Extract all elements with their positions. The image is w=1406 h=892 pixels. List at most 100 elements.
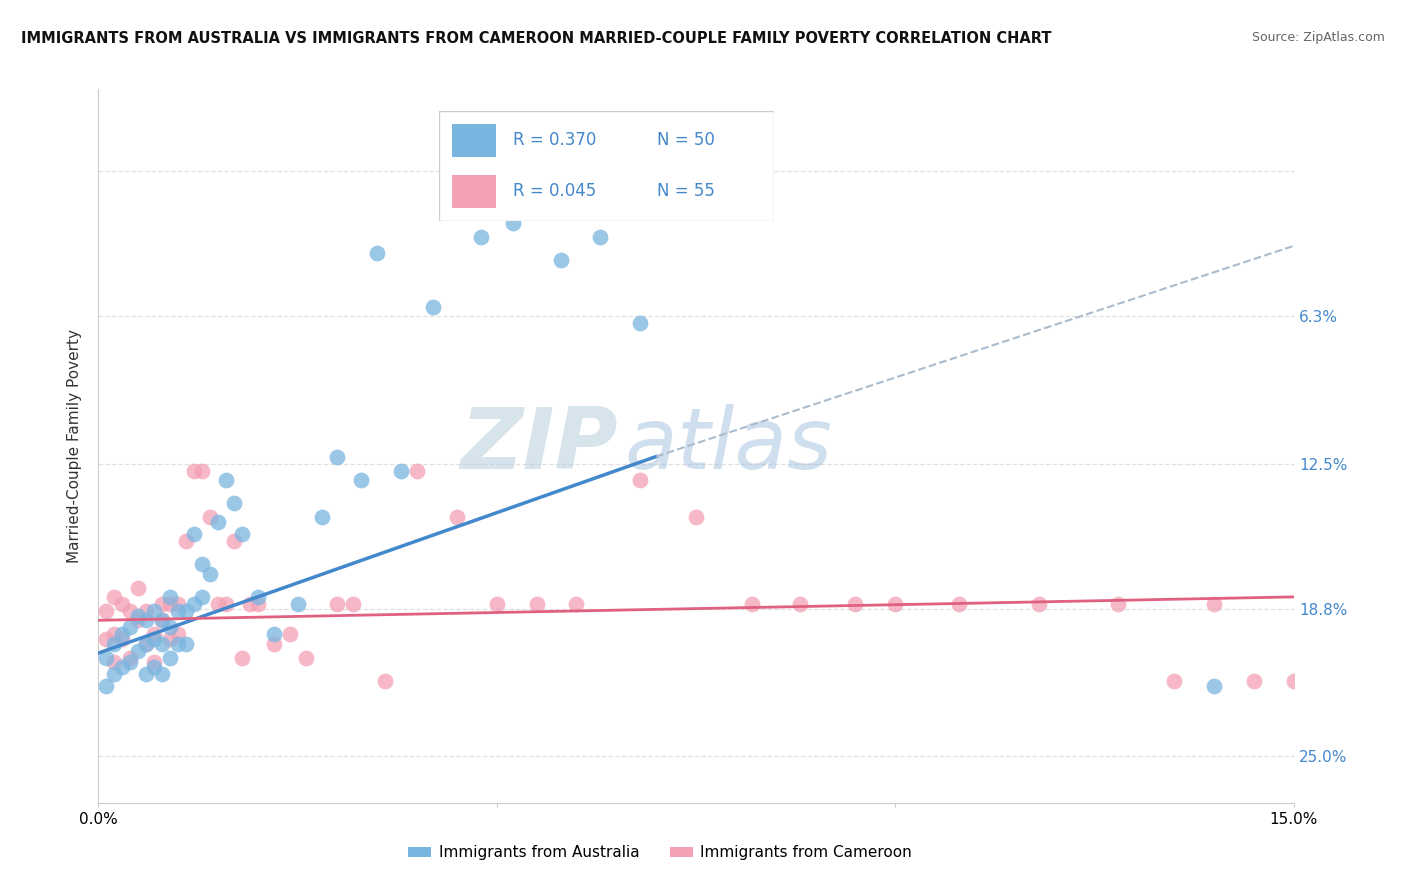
Point <box>1163 674 1185 689</box>
Point <box>127 581 149 595</box>
Point <box>741 597 763 611</box>
Point <box>685 510 707 524</box>
Point <box>263 627 285 641</box>
Point <box>406 464 429 478</box>
Point <box>222 533 245 548</box>
Point <box>1282 674 1305 689</box>
Point <box>150 613 173 627</box>
Point <box>135 637 157 651</box>
Point <box>350 473 373 487</box>
Point <box>150 613 173 627</box>
Point <box>326 450 349 464</box>
Point <box>167 597 190 611</box>
Point <box>96 632 118 646</box>
Point <box>103 627 125 641</box>
Point <box>111 597 134 611</box>
Point <box>526 597 548 611</box>
Point <box>222 496 245 510</box>
Point <box>174 604 197 618</box>
Point <box>1028 597 1050 611</box>
Point <box>127 608 149 623</box>
Point <box>422 300 444 314</box>
Point <box>374 674 396 689</box>
Point <box>470 229 492 244</box>
Point <box>103 667 125 681</box>
Point <box>948 597 970 611</box>
Point <box>143 604 166 618</box>
Point <box>111 627 134 641</box>
Point <box>150 597 173 611</box>
Point <box>1243 674 1265 689</box>
Legend: Immigrants from Australia, Immigrants from Cameroon: Immigrants from Australia, Immigrants fr… <box>402 839 918 866</box>
Point <box>159 632 181 646</box>
Point <box>150 637 173 651</box>
Point <box>127 613 149 627</box>
Point <box>127 644 149 658</box>
Point <box>342 597 364 611</box>
Point <box>135 604 157 618</box>
Point <box>231 650 253 665</box>
Point <box>287 597 309 611</box>
Point <box>120 604 142 618</box>
Point <box>143 660 166 674</box>
Point <box>143 656 166 670</box>
Point <box>120 650 142 665</box>
Point <box>446 510 468 524</box>
Point <box>198 566 221 581</box>
Point <box>159 620 181 634</box>
Point <box>174 533 197 548</box>
Point <box>159 650 181 665</box>
Point <box>485 597 508 611</box>
Point <box>550 252 572 267</box>
Point <box>389 464 412 478</box>
Point <box>207 597 229 611</box>
Point <box>111 632 134 646</box>
Text: atlas: atlas <box>624 404 832 488</box>
Point <box>143 632 166 646</box>
Point <box>111 660 134 674</box>
Point <box>96 604 118 618</box>
Point <box>589 229 612 244</box>
Point <box>191 590 214 604</box>
Text: IMMIGRANTS FROM AUSTRALIA VS IMMIGRANTS FROM CAMEROON MARRIED-COUPLE FAMILY POVE: IMMIGRANTS FROM AUSTRALIA VS IMMIGRANTS … <box>21 31 1052 46</box>
Point <box>183 464 205 478</box>
Point <box>167 627 190 641</box>
Point <box>884 597 907 611</box>
Point <box>246 590 269 604</box>
Point <box>565 597 588 611</box>
Point <box>294 650 316 665</box>
Point <box>191 557 214 571</box>
Point <box>263 637 285 651</box>
Point <box>311 510 333 524</box>
Point <box>135 613 157 627</box>
Point <box>183 526 205 541</box>
Point <box>789 597 811 611</box>
Point <box>366 246 388 260</box>
Point <box>239 597 262 611</box>
Point <box>183 597 205 611</box>
Point <box>215 473 238 487</box>
Point <box>143 627 166 641</box>
Point <box>120 620 142 634</box>
Point <box>1202 597 1225 611</box>
Point <box>103 637 125 651</box>
Point <box>1107 597 1129 611</box>
Point <box>174 637 197 651</box>
Point <box>628 473 651 487</box>
Point <box>135 637 157 651</box>
Point <box>844 597 866 611</box>
Text: ZIP: ZIP <box>461 404 619 488</box>
Y-axis label: Married-Couple Family Poverty: Married-Couple Family Poverty <box>67 329 83 563</box>
Point <box>120 656 142 670</box>
Point <box>167 637 190 651</box>
Point <box>191 464 214 478</box>
Point <box>159 590 181 604</box>
Point <box>207 515 229 529</box>
Point <box>278 627 301 641</box>
Point <box>326 597 349 611</box>
Point <box>159 597 181 611</box>
Point <box>96 650 118 665</box>
Point <box>628 316 651 330</box>
Point <box>103 590 125 604</box>
Point <box>231 526 253 541</box>
